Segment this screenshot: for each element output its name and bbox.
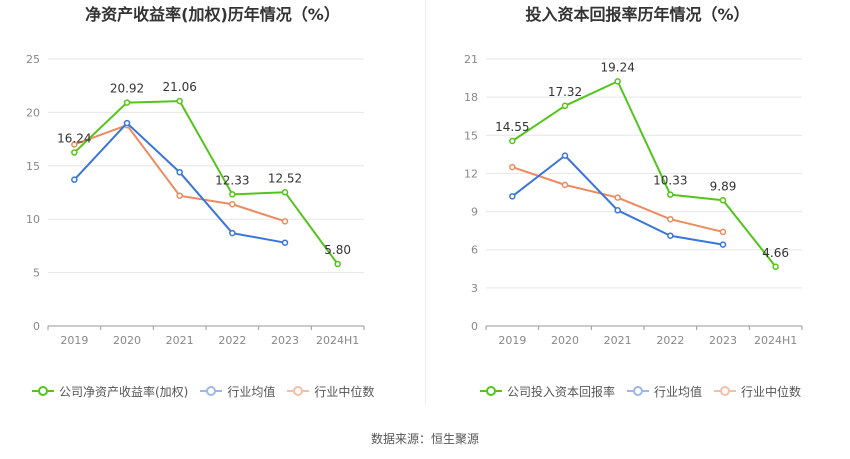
data-source: 数据来源：恒生聚源 <box>370 432 479 446</box>
x-tick-label: 2021 <box>166 334 194 347</box>
x-tick-label: 2024H1 <box>316 334 359 347</box>
data-label: 10.33 <box>653 174 687 188</box>
legend-item-company[interactable]: 公司净资产收益率(加权) <box>32 383 188 400</box>
data-point-industry-median <box>229 200 236 208</box>
legend-item-industry-avg[interactable]: 行业均值 <box>627 383 702 400</box>
data-label: 5.80 <box>324 243 351 257</box>
legend-swatch-company <box>32 385 54 397</box>
data-point-company <box>772 263 779 271</box>
legend-item-industry-median[interactable]: 行业中位数 <box>287 383 374 400</box>
y-tick-label: 0 <box>471 320 478 333</box>
data-point-company <box>509 137 516 145</box>
data-label: 12.33 <box>215 173 249 187</box>
data-point-industry-median <box>176 192 183 199</box>
data-label: 9.89 <box>710 179 737 193</box>
charts-canvas: 0 5 10 15 20 25 2019 2020 2021 2022 2023 2024H1 16.2… <box>26 53 803 347</box>
y-tick-label: 15 <box>26 160 40 173</box>
series-line-company <box>73 100 339 265</box>
legend-swatch-company <box>480 385 502 397</box>
chart-title-roe: 净资产收益率(加权)历年情况（%） <box>85 5 340 24</box>
data-point-industry-avg <box>176 168 183 176</box>
x-tick-label: 2020 <box>551 334 579 347</box>
data-point-industry-median <box>667 215 674 223</box>
data-label: 14.55 <box>495 120 529 134</box>
data-point-industry-median <box>614 194 621 201</box>
panel-divider <box>425 0 426 405</box>
y-tick-label: 6 <box>471 244 478 257</box>
x-tick-label: 2022 <box>656 334 684 347</box>
x-tick-label: 2019 <box>60 334 88 347</box>
legend-item-industry-median[interactable]: 行业中位数 <box>714 383 801 400</box>
data-point-company <box>334 260 341 268</box>
legend-swatch-industry-avg <box>627 385 650 397</box>
data-point-industry-median <box>509 163 516 171</box>
x-tick-label: 2023 <box>709 334 737 347</box>
data-point-company <box>229 191 236 198</box>
data-point-industry-avg <box>719 241 727 248</box>
data-point-industry-median <box>561 181 569 189</box>
data-point-company <box>561 102 569 110</box>
data-label: 16.24 <box>57 132 91 146</box>
data-point-industry-avg <box>509 193 516 200</box>
y-tick-label: 0 <box>33 320 40 333</box>
data-point-company <box>719 197 727 204</box>
legend-label-industry-median: 行业中位数 <box>741 384 802 399</box>
y-tick-label: 12 <box>464 167 478 180</box>
y-tick-label: 18 <box>464 91 478 104</box>
x-tick-label: 2019 <box>498 334 526 347</box>
data-point-company <box>176 97 183 105</box>
legend-label-industry-avg: 行业均值 <box>654 384 703 399</box>
data-label: 20.92 <box>110 82 144 96</box>
legend-label-industry-median: 行业中位数 <box>314 384 375 399</box>
data-label: 21.06 <box>162 80 196 94</box>
y-tick-label: 3 <box>471 282 478 295</box>
data-point-industry-avg <box>561 152 569 159</box>
y-tick-label: 9 <box>471 206 478 219</box>
data-point-industry-avg <box>614 207 621 214</box>
data-point-industry-median <box>719 228 727 236</box>
data-point-industry-median <box>281 218 289 225</box>
x-tick-label: 2022 <box>218 334 246 347</box>
data-point-company <box>281 189 289 196</box>
data-label: 17.32 <box>548 85 582 99</box>
y-tick-label: 20 <box>26 106 40 119</box>
legend-swatch-industry-median <box>287 385 310 397</box>
x-tick-label: 2020 <box>113 334 141 347</box>
data-point-industry-avg <box>71 176 78 183</box>
series-line-company <box>511 80 777 268</box>
chart-title-roic: 投入资本回报率历年情况（%） <box>525 5 750 24</box>
data-point-company <box>667 191 674 198</box>
data-point-industry-avg <box>229 229 236 237</box>
data-point-industry-avg <box>123 119 131 127</box>
x-tick-label: 2024H1 <box>754 334 797 347</box>
y-tick-label: 15 <box>464 129 478 142</box>
legend-roe: 公司净资产收益率(加权) 行业均值 行业中位数 <box>32 381 386 401</box>
legend-item-company[interactable]: 公司投入资本回报率 <box>480 383 615 400</box>
x-tick-label: 2021 <box>604 334 632 347</box>
data-label: 19.24 <box>600 60 634 74</box>
legend-item-industry-avg[interactable]: 行业均值 <box>200 383 275 400</box>
x-tick-label: 2023 <box>271 334 299 347</box>
data-point-company <box>71 149 78 156</box>
data-point-industry-avg <box>667 232 674 239</box>
data-point-company <box>614 78 621 85</box>
legend-roic: 公司投入资本回报率 行业均值 行业中位数 <box>480 381 813 401</box>
y-tick-label: 5 <box>33 267 40 280</box>
series-line-industry-avg <box>73 122 286 244</box>
y-tick-label: 10 <box>26 213 40 226</box>
legend-label-industry-avg: 行业均值 <box>227 384 276 399</box>
y-tick-label: 21 <box>464 53 478 66</box>
legend-label-company: 公司净资产收益率(加权) <box>59 384 189 399</box>
legend-swatch-industry-median <box>714 385 737 397</box>
data-label: 12.52 <box>268 171 302 185</box>
y-tick-label: 25 <box>26 53 40 66</box>
data-point-company <box>123 99 131 106</box>
data-point-industry-median <box>71 141 78 148</box>
legend-swatch-industry-avg <box>200 385 223 397</box>
legend-label-company: 公司投入资本回报率 <box>507 384 616 399</box>
data-point-industry-avg <box>281 239 289 246</box>
data-label: 4.66 <box>762 246 789 260</box>
